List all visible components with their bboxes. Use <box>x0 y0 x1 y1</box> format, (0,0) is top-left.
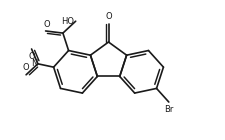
Text: N: N <box>31 59 37 68</box>
Text: O: O <box>28 52 35 61</box>
Text: O: O <box>43 20 50 29</box>
Text: O: O <box>105 12 111 21</box>
Text: Br: Br <box>163 105 173 114</box>
Text: HO: HO <box>61 17 74 26</box>
Text: O: O <box>23 63 29 72</box>
